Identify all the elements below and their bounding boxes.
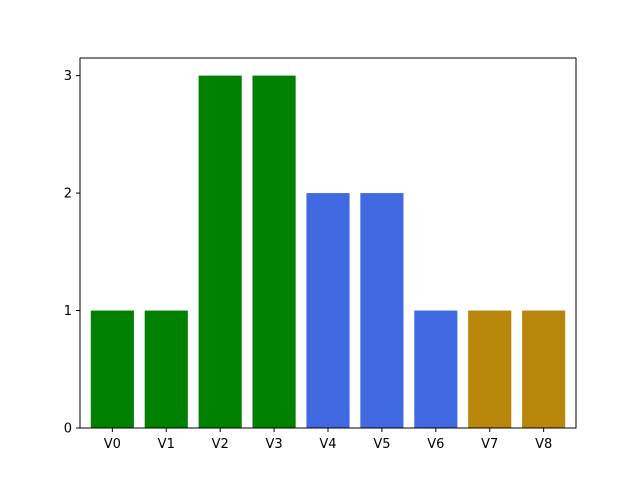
x-tick-label: V8 [535, 437, 552, 452]
y-tick-label: 1 [64, 304, 72, 319]
bar-v1 [144, 310, 188, 428]
x-tick-label: V4 [319, 437, 336, 452]
x-tick-label: V7 [481, 437, 498, 452]
bar-v3 [252, 75, 296, 428]
x-tick-label: V3 [266, 437, 283, 452]
bar-v4 [306, 193, 350, 428]
y-tick-label: 3 [64, 69, 72, 84]
bars-group [90, 75, 566, 428]
x-tick-label: V5 [373, 437, 390, 452]
bar-v5 [360, 193, 404, 428]
x-tick-label: V2 [212, 437, 229, 452]
x-tick-label: V1 [158, 437, 175, 452]
y-axis: 0 1 2 3 [64, 69, 80, 437]
y-tick-label: 2 [64, 187, 72, 202]
bar-v2 [198, 75, 242, 428]
bar-v7 [468, 310, 512, 428]
bar-v8 [522, 310, 566, 428]
y-tick-label: 0 [64, 422, 72, 437]
x-axis: V0 V1 V2 V3 V4 V5 V6 V7 V8 [104, 428, 552, 452]
x-tick-label: V0 [104, 437, 121, 452]
x-tick-label: V6 [427, 437, 444, 452]
bar-v0 [90, 310, 134, 428]
bar-v6 [414, 310, 458, 428]
